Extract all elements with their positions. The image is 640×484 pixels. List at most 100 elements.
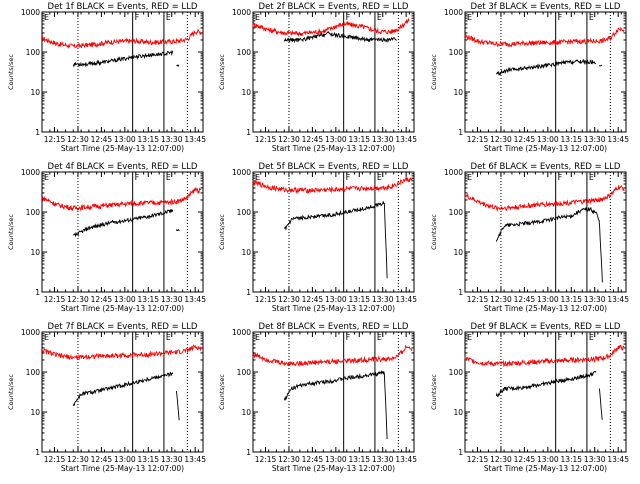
x-tick-label: 13:45 xyxy=(184,455,206,464)
y-tick-label: 1 xyxy=(35,448,40,457)
x-tick-label: 12:15 xyxy=(255,135,277,144)
marker-label: E xyxy=(166,13,171,22)
x-tick-label: 13:30 xyxy=(584,455,606,464)
x-tick-label: 13:45 xyxy=(395,295,417,304)
events-series-tail xyxy=(598,388,603,420)
y-tick-label: 1000 xyxy=(21,168,40,177)
marker-label: F xyxy=(135,333,140,342)
x-tick-label: 12:45 xyxy=(91,295,113,304)
lld-series-line xyxy=(41,28,202,49)
panel-6: Det 6f BLACK = Events, RED = LLD Counts/s… xyxy=(430,162,629,313)
x-tick-label: 13:00 xyxy=(325,295,347,304)
panel-title: Det 8f BLACK = Events, RED = LLD xyxy=(259,322,409,332)
y-tick-label: 100 xyxy=(26,208,41,217)
marker-label: E xyxy=(44,333,49,342)
y-tick-label: 1 xyxy=(35,288,40,297)
marker-label: F xyxy=(346,173,351,182)
panel-title: Det 3f BLACK = Events, RED = LLD xyxy=(471,2,621,12)
marker-label: F xyxy=(346,333,351,342)
panel-title: Det 1f BLACK = Events, RED = LLD xyxy=(48,2,198,12)
events-series-line xyxy=(72,50,174,68)
x-tick-label: 13:30 xyxy=(372,455,394,464)
y-tick-label: 1000 xyxy=(444,8,463,17)
x-tick-label: 13:15 xyxy=(137,295,159,304)
x-tick-label: 13:15 xyxy=(560,455,582,464)
lld-series-line xyxy=(41,344,202,360)
marker-label: E xyxy=(589,173,594,182)
panel-5: Det 5f BLACK = Events, RED = LLD Counts/s… xyxy=(218,162,417,313)
x-tick-label: 13:30 xyxy=(161,135,183,144)
x-tick-label: 12:45 xyxy=(514,295,536,304)
panel-7: Det 7f BLACK = Events, RED = LLD Counts/s… xyxy=(7,322,206,473)
x-tick-label: 12:15 xyxy=(467,295,489,304)
x-tick-label: 13:45 xyxy=(607,455,629,464)
x-tick-label: 12:45 xyxy=(302,455,324,464)
x-tick-label: 13:15 xyxy=(560,135,582,144)
panel-title: Det 9f BLACK = Events, RED = LLD xyxy=(471,322,621,332)
marker-label: E xyxy=(255,173,260,182)
x-tick-label: 12:15 xyxy=(467,455,489,464)
x-tick-label: 12:45 xyxy=(514,135,536,144)
x-tick-label: 13:15 xyxy=(348,295,370,304)
y-tick-label: 100 xyxy=(237,208,252,217)
x-tick-label: 12:15 xyxy=(255,295,277,304)
marker-label: F xyxy=(558,173,563,182)
events-series-line xyxy=(72,371,174,407)
y-axis-label: Counts/sec xyxy=(218,214,226,250)
panel-4: Det 4f BLACK = Events, RED = LLD Counts/s… xyxy=(7,162,206,313)
y-tick-label: 100 xyxy=(449,368,464,377)
x-tick-label: 12:45 xyxy=(302,135,324,144)
y-tick-label: 1 xyxy=(35,128,40,137)
x-tick-label: 13:45 xyxy=(607,295,629,304)
marker-label: E xyxy=(44,173,49,182)
events-series-tail xyxy=(599,64,603,67)
x-tick-label: 12:30 xyxy=(490,295,512,304)
plot-frame xyxy=(464,171,627,293)
x-tick-label: 13:00 xyxy=(537,135,559,144)
y-tick-label: 100 xyxy=(237,368,252,377)
panel-1: Det 1f BLACK = Events, RED = LLD Counts/s… xyxy=(7,2,206,153)
x-tick-label: 13:30 xyxy=(372,135,394,144)
y-tick-label: 10 xyxy=(30,408,40,417)
lld-series-line xyxy=(464,344,625,368)
panel-title: Det 6f BLACK = Events, RED = LLD xyxy=(471,162,621,172)
panel-title: Det 7f BLACK = Events, RED = LLD xyxy=(48,322,198,332)
events-series-tail xyxy=(175,390,180,421)
lld-series-line xyxy=(464,185,625,212)
y-tick-label: 1 xyxy=(246,128,251,137)
x-tick-label: 12:15 xyxy=(44,455,66,464)
y-axis-label: Counts/sec xyxy=(430,214,438,250)
events-series-line xyxy=(283,201,388,279)
x-tick-label: 12:30 xyxy=(490,135,512,144)
x-tick-label: 12:45 xyxy=(91,455,113,464)
x-tick-label: 13:30 xyxy=(161,295,183,304)
lld-series-line xyxy=(464,26,625,48)
x-tick-label: 12:30 xyxy=(67,455,89,464)
x-tick-label: 13:15 xyxy=(560,295,582,304)
y-tick-label: 1 xyxy=(458,288,463,297)
x-tick-label: 13:15 xyxy=(137,455,159,464)
y-tick-label: 10 xyxy=(241,88,251,97)
marker-label: F xyxy=(135,173,140,182)
x-tick-label: 12:45 xyxy=(91,135,113,144)
x-tick-label: 13:00 xyxy=(537,455,559,464)
events-series-line xyxy=(73,209,174,238)
marker-label: E xyxy=(589,13,594,22)
x-tick-label: 13:00 xyxy=(325,455,347,464)
panel-9: Det 9f BLACK = Events, RED = LLD Counts/s… xyxy=(430,322,629,473)
y-tick-label: 1000 xyxy=(232,328,251,337)
y-tick-label: 1000 xyxy=(444,168,463,177)
events-series-line xyxy=(283,31,397,44)
x-axis-label: Start Time (25-May-13 12:07:00) xyxy=(61,144,184,153)
panel-title: Det 5f BLACK = Events, RED = LLD xyxy=(259,162,409,172)
x-axis-label: Start Time (25-May-13 12:07:00) xyxy=(484,144,607,153)
events-series-line xyxy=(495,370,597,398)
x-tick-label: 12:15 xyxy=(44,295,66,304)
y-tick-label: 1000 xyxy=(21,328,40,337)
panel-8: Det 8f BLACK = Events, RED = LLD Counts/s… xyxy=(218,322,417,473)
plot-frame xyxy=(41,331,204,453)
x-tick-label: 13:45 xyxy=(184,295,206,304)
panel-2: Det 2f BLACK = Events, RED = LLD Counts/s… xyxy=(218,2,417,153)
lld-series-line xyxy=(252,344,413,368)
